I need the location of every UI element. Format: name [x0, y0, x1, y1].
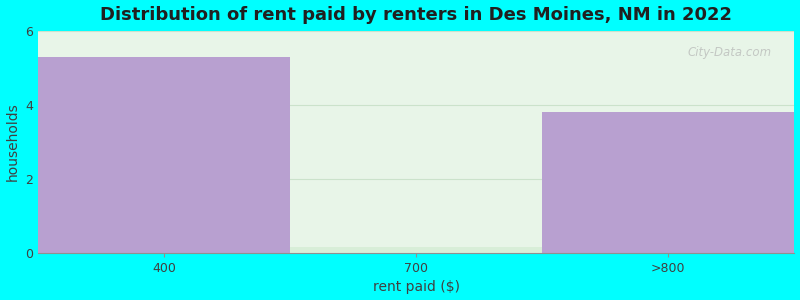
Title: Distribution of rent paid by renters in Des Moines, NM in 2022: Distribution of rent paid by renters in …: [100, 6, 732, 24]
Text: City-Data.com: City-Data.com: [688, 46, 772, 59]
Bar: [290, 247, 542, 253]
Y-axis label: households: households: [6, 102, 19, 181]
Bar: [542, 112, 794, 253]
X-axis label: rent paid ($): rent paid ($): [373, 280, 460, 294]
Bar: [38, 57, 290, 253]
